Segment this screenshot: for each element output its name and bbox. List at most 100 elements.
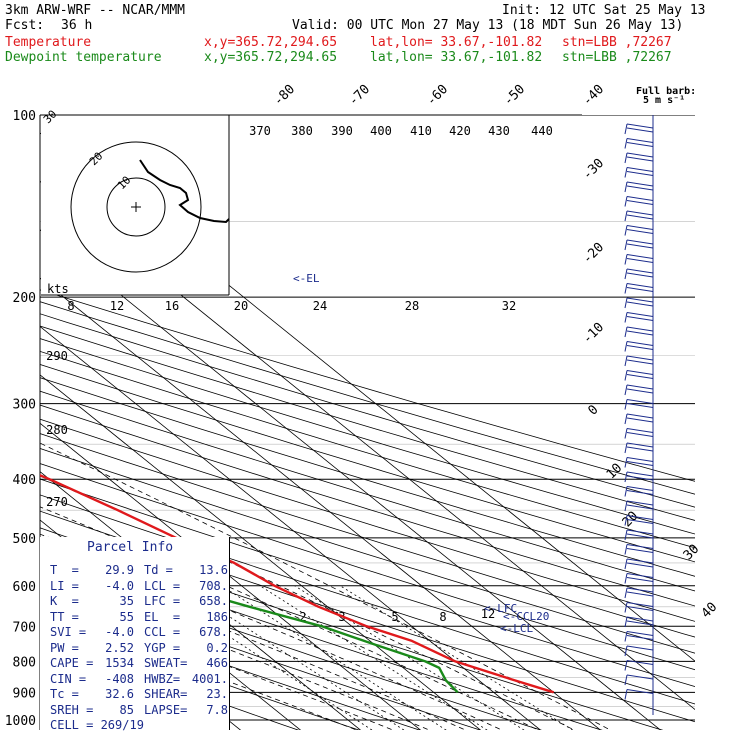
dry-adiabat-450 [40,115,695,730]
mixing-ratio-label-8: 8 [439,610,446,624]
mixing-ratio-20 [340,585,578,730]
wind-barbs [624,115,654,715]
temperature-xy: x,y=365.72,294.65 [204,35,338,50]
barb-shaft [624,413,628,425]
parcel-info-cell: -4.0 [105,578,134,593]
barb-flag [626,254,654,259]
speed-label-24: 24 [313,299,327,313]
full-barb-units: 5 m s⁻¹ [643,95,686,106]
barb-flag [626,490,654,495]
parcel-info-cell: 678. [199,625,228,639]
pressure-label-700: 700 [13,620,36,635]
barb-shaft [624,254,628,265]
wind-barb [624,283,654,294]
parcel-info-cell: 466 [206,656,228,670]
barb-flag [626,442,654,448]
barb-shaft [624,558,628,570]
barb-shaft [624,341,628,352]
barb-flag [626,471,654,477]
parcel-info-row: T = 29.9 Td = 13.6 [40,563,229,578]
dry-adiabat-330 [40,115,695,730]
parcel-info-row: CAPE = 1534 SWEAT= 466 [40,656,229,671]
wind-barb [624,573,654,584]
pressure-label-200: 200 [13,291,36,306]
parcel-info-row: PW = 2.52 YGP = 0.2 [40,641,229,656]
hodograph-ring-1 [70,141,202,273]
barb-flag [626,548,654,553]
barb-flag [626,606,654,611]
barb-shaft [624,210,628,222]
moist-adiabat-2 [40,269,437,730]
dry-adiabat-270 [40,115,428,730]
barb-flag [626,631,654,636]
parcel-info-cell: T = [50,563,79,577]
parcel-info-cell: 708. [199,578,228,593]
barb-flag [626,591,654,597]
barb-flag [626,258,654,263]
parcel-info-panel: Parcel Info T = 29.9 Td = 13.6 LI = -4.0 LCL =… [40,537,230,732]
mixing-ratio-label-2: 2 [299,610,306,624]
legend-temperature: Temperature [5,35,92,50]
theta-label-410: 410 [410,124,432,138]
parcel-info-cell: LAPSE= [144,702,188,717]
barb-flag [626,127,654,133]
parcel-info-cell: 13.6 [199,563,228,577]
dry-adiabat-360 [40,115,695,730]
wind-barb [624,225,654,236]
parcel-info-cell: 186 [206,609,228,624]
theta-label-430: 430 [488,124,510,138]
mixing-ratio-8 [259,585,492,730]
barb-flag [626,457,654,462]
barb-flag [626,152,654,158]
barb-shaft [624,674,628,686]
level-annotation-1: <-LFC [484,602,517,615]
level-annotation-3: <-LCL [500,622,533,635]
wind-barb [624,341,654,352]
parcel-info-cell: EL = [144,609,181,624]
wind-barb [624,384,654,396]
barb-flag [626,196,654,201]
barb-shaft [624,689,628,700]
theta-label-380: 380 [291,124,313,138]
barb-shaft [624,500,628,512]
hodograph-trace [139,159,230,224]
parcel-info-cell: SREH = [50,702,94,717]
parcel-info-cell: 0.2 [206,640,228,655]
barb-flag [626,341,654,346]
level-annotation-0: <-EL [293,272,320,285]
barb-shaft [624,268,628,280]
barb-flag [626,645,654,651]
parcel-info-cell: -408 [105,671,134,686]
barb-flag [626,558,654,564]
barb-flag [626,475,654,481]
trace-temperature [40,115,555,694]
barb-shaft [624,645,628,657]
barb-shaft [624,181,628,193]
parcel-info-cell: 55 [119,609,134,624]
isotherm--70 [0,87,4,733]
barb-flag [626,399,654,404]
parcel-info-cell: 7.8 [206,702,228,717]
dry-adiabat-410 [40,115,695,730]
barb-shaft [624,167,628,178]
parcel-info-row: CIN = -408 HWBZ= 4001. [40,672,229,687]
isotherm-label--30: -30 [580,156,607,183]
barb-flag [626,529,654,535]
moist-adiabat-32 [40,269,617,730]
isotherm-label-0: 0 [585,402,601,418]
wind-barb [624,210,654,222]
parcel-info-cell: Td = [144,563,173,577]
dry-adiabat-260 [40,115,368,730]
barb-flag [626,171,654,176]
barb-flag [626,359,654,365]
barb-shaft [624,239,628,251]
barb-flag [626,297,654,303]
wind-barb [624,486,654,497]
barb-shaft [624,428,628,439]
valid-time: Valid: 00 UTC Mon 27 May 13 (18 MDT Sun … [292,18,684,33]
pressure-label-400: 400 [13,473,36,488]
barb-shaft [624,384,628,396]
parcel-info-cell: CELL = 269/19 [50,718,144,732]
barb-flag [626,500,654,506]
